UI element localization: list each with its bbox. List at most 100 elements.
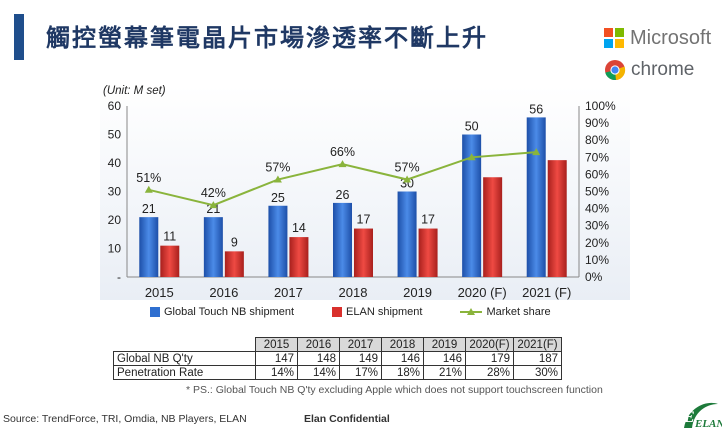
data-label-elan: 9 (231, 235, 238, 249)
bar-global-shipment (268, 205, 288, 277)
table-cell: 14% (297, 365, 340, 380)
x-tick-label: 2019 (403, 285, 432, 300)
market-share-point (338, 160, 347, 168)
data-label-elan: 17 (421, 213, 435, 227)
table-cell: 179 (465, 351, 514, 366)
table-cell: 17% (339, 365, 382, 380)
table-cell: 18% (381, 365, 424, 380)
y-right-tick-label: 80% (585, 133, 609, 147)
data-label-global: 50 (465, 120, 479, 134)
table-header-cell: 2015 (255, 337, 298, 352)
table-cell: 14% (255, 365, 298, 380)
table-header-cell: 2019 (423, 337, 466, 352)
table-header-cell: 2021(F) (513, 337, 562, 352)
data-label-elan: 11 (163, 230, 176, 244)
x-tick-label: 2015 (145, 285, 174, 300)
market-share-point (403, 175, 412, 183)
table-corner (113, 337, 256, 352)
bar-global-shipment (203, 217, 223, 277)
market-share-point (532, 148, 541, 156)
table-header-cell: 2020(F) (465, 337, 514, 352)
legend-swatch-elan (332, 307, 343, 317)
y-right-tick-label: 10% (585, 253, 609, 267)
x-tick-label: 2020 (F) (458, 285, 507, 300)
nb-quantity-table: 2015 2016 2017 2018 2019 2020(F) 2021(F)… (113, 337, 562, 380)
bar-global-shipment (139, 217, 159, 277)
market-share-point (144, 185, 153, 193)
y-right-tick-label: 60% (585, 167, 609, 181)
data-label-global: 25 (271, 191, 285, 205)
table-row: Penetration Rate 14% 14% 17% 18% 21% 28%… (113, 365, 562, 380)
table-row-label: Global NB Q'ty (113, 351, 256, 366)
legend-label-global: Global Touch NB shipment (164, 306, 295, 318)
table-header-cell: 2016 (297, 337, 340, 352)
source-text: Source: TrendForce, TRI, Omdia, NB Playe… (3, 413, 247, 425)
data-label-share: 42% (201, 186, 226, 200)
svg-text:ELAN: ELAN (694, 418, 722, 430)
y-right-tick-label: 30% (585, 219, 609, 233)
chrome-logo-text: chrome (631, 59, 695, 80)
footnote: * PS.: Global Touch NB Q'ty excluding Ap… (186, 384, 603, 396)
bar-elan-shipment (160, 245, 180, 277)
microsoft-logo: Microsoft (604, 26, 711, 50)
chart-legend: Global Touch NB shipment ELAN shipment M… (150, 306, 590, 318)
chrome-logo: chrome (604, 58, 694, 82)
y-right-tick-label: 100% (585, 99, 616, 113)
bar-elan-shipment (289, 237, 309, 277)
y-right-tick-label: 50% (585, 185, 609, 199)
legend-label-share: Market share (486, 306, 551, 318)
table-cell: 21% (423, 365, 466, 380)
table-header-cell: 2018 (381, 337, 424, 352)
data-label-share: 66% (330, 145, 355, 159)
y-left-tick-label: - (117, 270, 121, 284)
table-cell: 148 (297, 351, 340, 366)
y-left-tick-label: 60 (108, 99, 122, 113)
table-cell: 146 (381, 351, 424, 366)
data-label-share: 51% (136, 171, 161, 185)
table-header-cell: 2017 (339, 337, 382, 352)
page-title: 觸控螢幕筆電晶片市場滲透率不斷上升 (46, 24, 488, 52)
y-right-tick-label: 0% (585, 270, 603, 284)
x-tick-label: 2018 (339, 285, 368, 300)
bar-elan-shipment (354, 228, 373, 277)
svg-text:E: E (683, 409, 695, 426)
table-header-row: 2015 2016 2017 2018 2019 2020(F) 2021(F) (113, 337, 562, 352)
elan-logo-icon: ELAN E (683, 402, 722, 430)
x-tick-label: 2017 (274, 285, 303, 300)
table-cell: 149 (339, 351, 382, 366)
bar-global-shipment (526, 117, 546, 278)
data-label-global: 56 (529, 102, 543, 116)
bar-global-shipment (462, 134, 482, 277)
microsoft-logo-text: Microsoft (630, 26, 712, 49)
shipment-chart: - 10 20 30 40 50 60 0% 10% 20% 30% 40% 50% 60% 70% 80% 9… (100, 85, 630, 300)
y-left-tick-label: 40 (108, 156, 122, 170)
data-label-elan: 14 (292, 221, 306, 235)
legend-item-global: Global Touch NB shipment (150, 306, 294, 318)
bar-elan-shipment (418, 228, 438, 277)
y-right-tick-label: 90% (585, 116, 609, 130)
data-label-global: 21 (142, 202, 156, 216)
market-share-point (209, 201, 218, 209)
data-label-global: 26 (336, 188, 350, 202)
y-right-tick-label: 20% (585, 236, 609, 250)
bar-elan-shipment (547, 160, 567, 277)
legend-item-elan: ELAN shipment (332, 306, 422, 318)
y-right-tick-label: 70% (585, 150, 609, 164)
y-left-tick-label: 30 (108, 185, 122, 199)
market-share-point (467, 153, 476, 161)
legend-item-share: Market share (460, 306, 551, 318)
data-label-elan: 17 (357, 213, 371, 227)
x-tick-label: 2021 (F) (522, 285, 571, 300)
table-cell: 147 (255, 351, 298, 366)
table-row-label: Penetration Rate (113, 365, 256, 380)
bar-elan-shipment (483, 177, 503, 277)
table-cell: 146 (423, 351, 466, 366)
legend-swatch-share (460, 308, 483, 315)
y-left-tick-label: 50 (108, 128, 122, 142)
table-cell: 28% (465, 365, 514, 380)
confidential-label: Elan Confidential (304, 413, 390, 425)
table-row: Global NB Q'ty 147 148 149 146 146 179 1… (113, 351, 562, 366)
bar-elan-shipment (224, 251, 244, 277)
unit-label: (Unit: M set) (103, 85, 166, 97)
title-accent-bar (14, 14, 24, 60)
